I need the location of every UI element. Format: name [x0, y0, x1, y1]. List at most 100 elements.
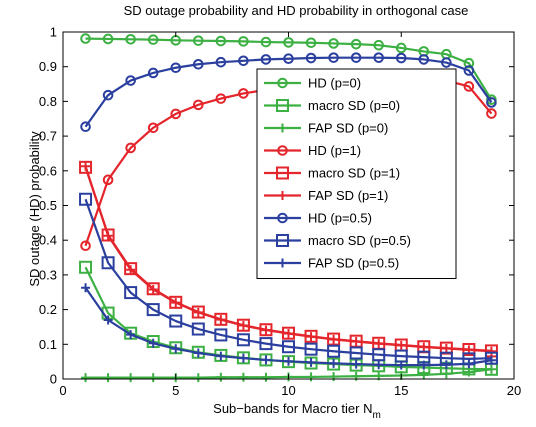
- data-point-6-14: [395, 52, 407, 64]
- data-point-5-3: [148, 284, 158, 294]
- data-point-4-4: [169, 295, 183, 309]
- data-point-5-13: [374, 339, 384, 349]
- legend-marker: [276, 234, 289, 247]
- data-point-2-17: [464, 367, 474, 377]
- series-line-8: [84, 287, 492, 367]
- data-point-8-14: [396, 360, 406, 370]
- data-point-6-15: [418, 54, 430, 65]
- data-point-0-11: [328, 38, 339, 49]
- y-tick-label: 0.3: [39, 267, 57, 282]
- legend-label: FAP SD (p=0): [308, 121, 388, 136]
- data-point-3-4: [170, 108, 182, 120]
- y-tick-label: 0.6: [39, 163, 57, 178]
- data-point-5-15: [419, 342, 429, 352]
- y-tick-label: 0.1: [39, 337, 57, 352]
- data-point-8-9: [284, 356, 293, 366]
- data-point-5-2: [126, 265, 136, 275]
- data-point-2-5: [193, 373, 203, 383]
- data-point-8-8: [261, 355, 271, 365]
- legend-marker: [277, 77, 288, 89]
- data-point-2-18: [486, 364, 496, 374]
- series-line-6: [84, 56, 493, 128]
- data-point-8-15: [419, 360, 429, 370]
- data-point-7-0: [79, 192, 93, 206]
- legend-entry-2: FAP SD (p=0): [264, 121, 388, 136]
- data-point-6-9: [283, 53, 294, 65]
- y-tick-label: 0.9: [39, 59, 57, 74]
- x-tick-label: 0: [59, 383, 66, 398]
- data-point-8-18: [486, 355, 496, 365]
- data-point-3-17: [463, 81, 475, 92]
- data-point-7-1: [101, 256, 115, 270]
- ticks-layer: 0 5 10 15 20 0 0.1 0.2 0.3 0.4 0.5 0.6 0.7 0.8 0.9 1: [39, 25, 521, 399]
- data-point-0-10: [305, 37, 317, 49]
- data-point-5-5: [193, 307, 203, 317]
- data-point-5-18: [486, 346, 496, 356]
- data-point-3-6: [215, 93, 227, 104]
- data-point-8-10: [306, 357, 316, 367]
- data-point-2-6: [216, 372, 226, 382]
- data-point-8-16: [441, 360, 451, 370]
- data-point-3-7: [238, 88, 249, 99]
- x-tick-label: 5: [172, 383, 179, 398]
- data-point-0-5: [193, 35, 204, 46]
- data-point-8-5: [193, 348, 203, 358]
- legend-label: HD (p=0.5): [308, 211, 372, 226]
- data-point-2-0: [81, 373, 91, 383]
- data-point-0-0: [80, 33, 91, 44]
- legend-label: macro SD (p=1): [308, 166, 400, 181]
- data-point-3-5: [193, 99, 204, 111]
- data-point-0-7: [238, 36, 249, 47]
- legend-marker: [278, 191, 287, 200]
- data-point-6-0: [80, 121, 91, 133]
- y-tick-label: 0.4: [39, 233, 57, 248]
- data-point-3-1: [102, 174, 114, 186]
- series-7: [79, 192, 498, 366]
- series-6: [80, 52, 497, 133]
- data-point-8-4: [171, 344, 181, 354]
- data-point-6-10: [305, 52, 317, 64]
- legend-label: FAP SD (p=0.5): [308, 256, 399, 271]
- data-point-3-2: [125, 142, 136, 154]
- data-point-6-5: [193, 58, 204, 70]
- legend: HD (p=0) macro SD (p=0) FAP SD (p=0) HD (p=…: [256, 68, 457, 279]
- data-point-3-18: [486, 108, 497, 119]
- x-axis-label-subscript: m: [372, 410, 380, 421]
- data-point-2-15: [419, 370, 429, 380]
- data-point-6-8: [260, 54, 272, 65]
- data-point-0-1: [102, 33, 114, 45]
- data-point-5-12: [351, 337, 361, 347]
- legend-entry-3: HD (p=1): [264, 143, 361, 158]
- legend-marker: [276, 99, 289, 112]
- data-point-8-0: [81, 283, 91, 293]
- data-point-7-8: [259, 337, 273, 351]
- y-tick-label: 0.5: [39, 198, 57, 213]
- data-point-0-12: [350, 38, 362, 50]
- data-point-5-1: [103, 231, 113, 241]
- data-point-6-2: [125, 75, 136, 86]
- legend-marker: [277, 212, 288, 224]
- legend-entry-5: FAP SD (p=1): [264, 188, 388, 203]
- data-point-5-10: [306, 332, 316, 342]
- data-point-3-0: [80, 240, 91, 252]
- data-point-2-1: [103, 373, 113, 383]
- y-tick-label: 0.2: [39, 302, 57, 317]
- data-point-2-11: [329, 372, 339, 382]
- y-tick-label: 0: [50, 372, 57, 387]
- data-point-5-16: [441, 343, 451, 353]
- data-point-0-14: [395, 42, 407, 54]
- data-point-0-8: [260, 36, 272, 48]
- data-point-8-12: [351, 359, 361, 369]
- data-point-8-3: [148, 338, 158, 348]
- data-point-7-5: [191, 322, 205, 336]
- data-point-5-14: [396, 340, 406, 350]
- y-tick-label: 1: [50, 25, 57, 40]
- data-point-6-1: [102, 89, 114, 101]
- series-line-7: [84, 198, 492, 360]
- data-point-1-0: [79, 260, 93, 274]
- legend-marker: [278, 123, 287, 133]
- data-point-5-6: [216, 315, 226, 325]
- y-axis-label: SD outage (HD) probability: [27, 131, 42, 287]
- data-point-5-0: [81, 161, 91, 171]
- x-axis-label-main: Sub−bands for Macro tier N: [213, 401, 372, 416]
